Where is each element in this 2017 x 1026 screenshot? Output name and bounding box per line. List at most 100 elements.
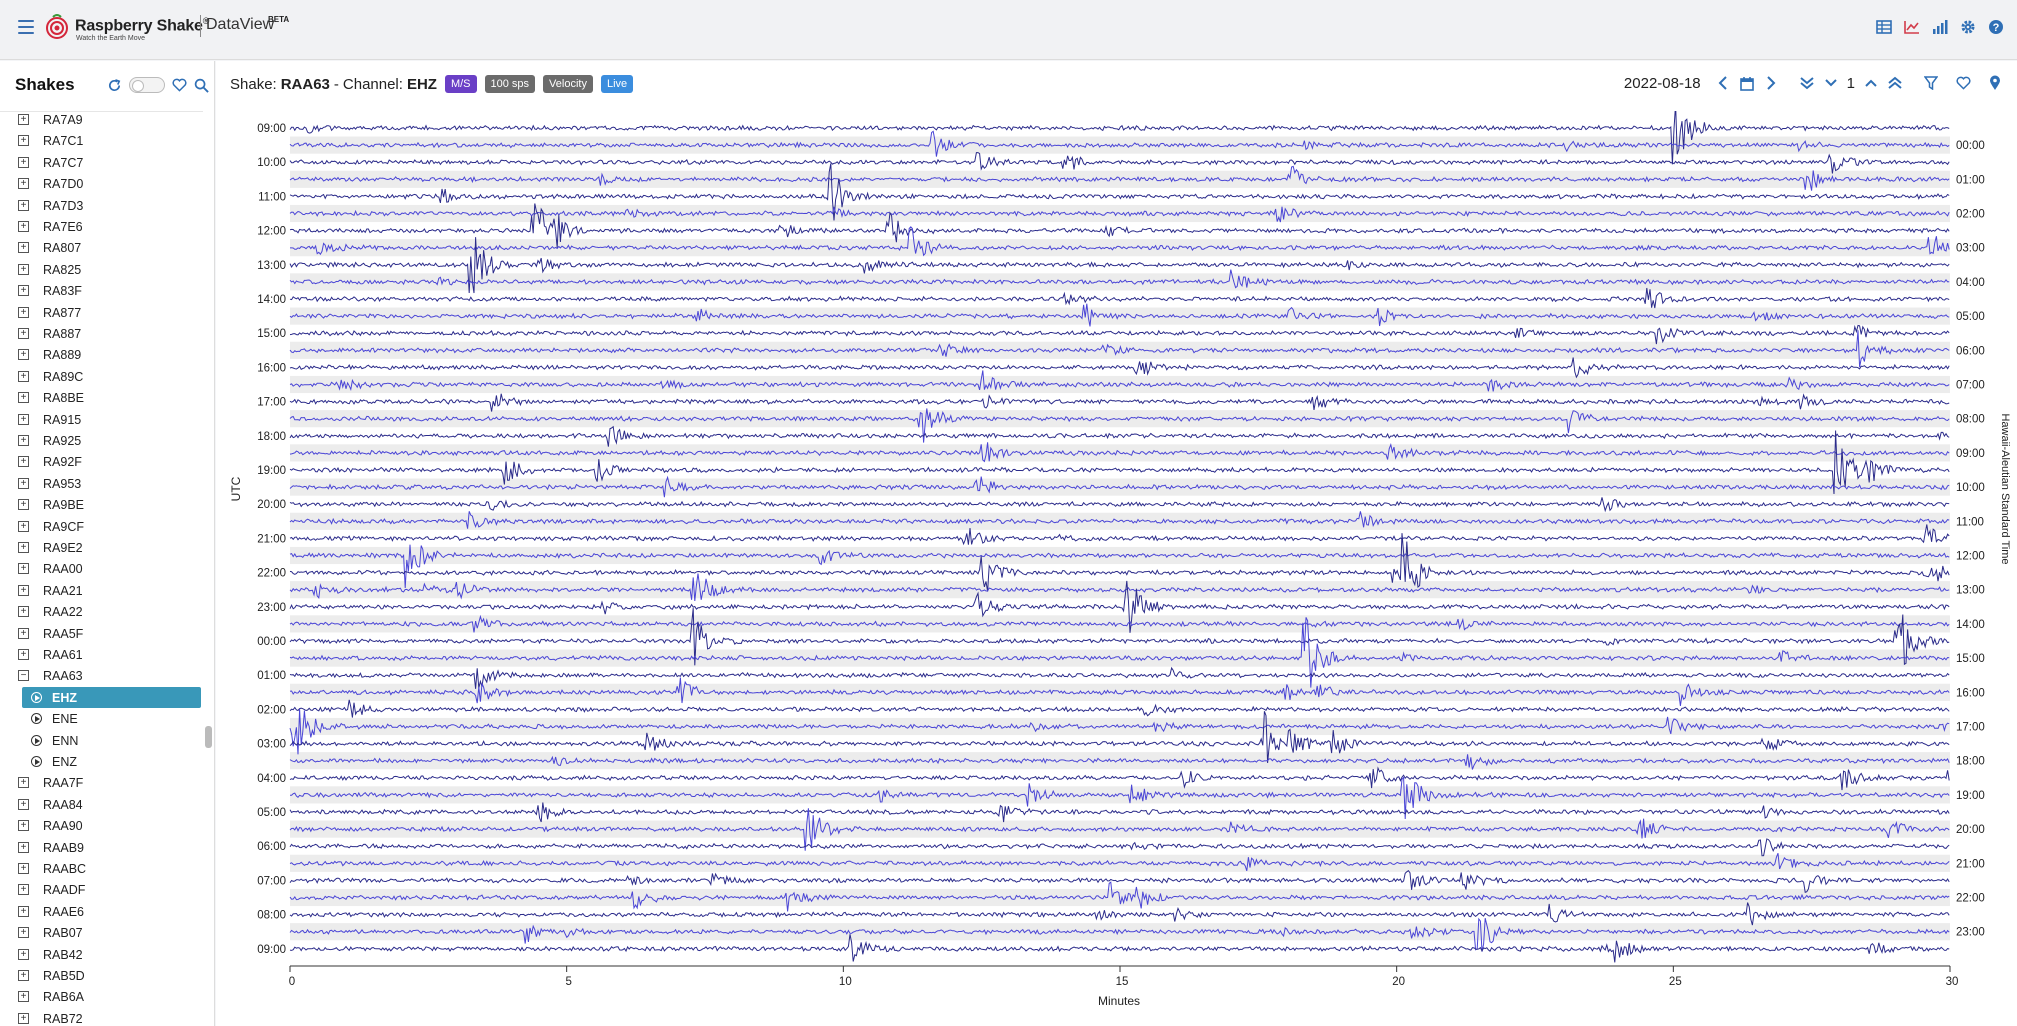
station-item[interactable]: + RAA90	[0, 815, 203, 836]
expand-icon[interactable]: +	[18, 542, 29, 553]
expand-icon[interactable]: +	[18, 649, 29, 660]
collapse-icon[interactable]: −	[18, 670, 29, 682]
expand-icon[interactable]: +	[18, 285, 29, 297]
chevron-right-icon[interactable]	[1763, 74, 1779, 92]
station-item[interactable]: + RA8BE	[0, 387, 203, 408]
expand-icon[interactable]: +	[18, 413, 29, 425]
expand-icon[interactable]: +	[18, 392, 29, 404]
station-item[interactable]: + RAAE6	[0, 901, 203, 922]
expand-icon[interactable]: +	[18, 242, 29, 254]
bar-chart-icon[interactable]	[1931, 18, 1949, 36]
station-item[interactable]: + RA7D3	[0, 195, 203, 216]
expand-icon[interactable]: +	[18, 820, 29, 832]
expand-icon[interactable]: +	[18, 370, 29, 382]
heart-icon[interactable]	[1955, 74, 1971, 92]
unit-badge[interactable]: M/S	[444, 75, 477, 93]
expand-icon[interactable]: +	[18, 841, 29, 853]
station-item[interactable]: + RA83F	[0, 280, 203, 301]
chevron-left-icon[interactable]	[1715, 74, 1731, 92]
station-item[interactable]: + RAA7F	[0, 772, 203, 793]
expand-icon[interactable]: +	[18, 114, 29, 125]
menu-icon[interactable]	[18, 20, 34, 34]
station-item[interactable]: + RA7C7	[0, 152, 203, 173]
expand-icon[interactable]: +	[18, 627, 29, 639]
station-item[interactable]: + RA889	[0, 344, 203, 365]
expand-icon[interactable]: +	[18, 221, 29, 232]
expand-icon[interactable]: +	[18, 499, 29, 511]
line-chart-icon[interactable]	[1903, 18, 1921, 36]
table-icon[interactable]	[1875, 18, 1893, 36]
mode-badge[interactable]: Velocity	[543, 75, 593, 93]
expand-icon[interactable]: +	[18, 991, 29, 1003]
expand-icon[interactable]: +	[18, 199, 29, 211]
expand-icon[interactable]: +	[18, 884, 29, 896]
channel-item[interactable]: EHZ	[22, 686, 201, 708]
station-item[interactable]: + RA7E6	[0, 216, 203, 237]
station-item[interactable]: + RAB6A	[0, 986, 203, 1007]
expand-icon[interactable]: +	[18, 584, 29, 596]
double-chevron-up-icon[interactable]	[1887, 74, 1903, 92]
expand-icon[interactable]: +	[18, 306, 29, 318]
chevron-down-icon[interactable]	[1823, 74, 1839, 92]
calendar-icon[interactable]	[1739, 74, 1755, 92]
station-item[interactable]: − RAA63	[0, 665, 203, 686]
help-icon[interactable]: ?	[1987, 18, 2005, 36]
station-item[interactable]: + RAABC	[0, 858, 203, 879]
gear-icon[interactable]	[1959, 18, 1977, 36]
expand-icon[interactable]: +	[18, 563, 29, 575]
station-item[interactable]: + RA953	[0, 473, 203, 494]
station-item[interactable]: + RA89C	[0, 366, 203, 387]
chevron-up-icon[interactable]	[1863, 74, 1879, 92]
expand-icon[interactable]: +	[18, 328, 29, 339]
double-chevron-down-icon[interactable]	[1799, 74, 1815, 92]
expand-icon[interactable]: +	[18, 970, 29, 981]
station-item[interactable]: + RA925	[0, 430, 203, 451]
sidebar-scrollbar[interactable]	[205, 726, 212, 748]
station-item[interactable]: + RAA22	[0, 601, 203, 622]
channel-item[interactable]: ENN	[0, 730, 203, 751]
expand-icon[interactable]: +	[18, 349, 29, 361]
station-item[interactable]: + RAB07	[0, 922, 203, 943]
station-item[interactable]: + RA877	[0, 302, 203, 323]
map-pin-icon[interactable]	[1987, 74, 2003, 92]
live-badge[interactable]: Live	[600, 75, 634, 93]
station-item[interactable]: + RAAB9	[0, 837, 203, 858]
station-item[interactable]: + RAB72	[0, 1008, 203, 1026]
expand-icon[interactable]: +	[18, 456, 29, 468]
channel-item[interactable]: ENE	[0, 708, 203, 729]
expand-icon[interactable]: +	[18, 135, 29, 147]
station-item[interactable]: + RAA5F	[0, 623, 203, 644]
expand-icon[interactable]: +	[18, 435, 29, 446]
expand-icon[interactable]: +	[18, 1012, 29, 1024]
search-icon[interactable]	[194, 78, 209, 93]
station-item[interactable]: + RAA61	[0, 644, 203, 665]
expand-icon[interactable]: +	[18, 948, 29, 960]
expand-icon[interactable]: +	[18, 863, 29, 874]
heart-icon[interactable]	[172, 78, 187, 92]
channel-item[interactable]: ENZ	[0, 751, 203, 772]
station-item[interactable]: + RA9BE	[0, 494, 203, 515]
station-item[interactable]: + RA7D0	[0, 173, 203, 194]
helicorder-plot[interactable]: 09:00 10:00 11:00 12:00 13:00 14:00 15:00 16:00…	[216, 111, 2017, 1026]
station-item[interactable]: + RA887	[0, 323, 203, 344]
station-item[interactable]: + RA7C1	[0, 130, 203, 151]
expand-icon[interactable]: +	[18, 520, 29, 532]
station-item[interactable]: + RA7A9	[0, 112, 203, 130]
station-item[interactable]: + RAB5D	[0, 965, 203, 986]
station-item[interactable]: + RAADF	[0, 879, 203, 900]
expand-icon[interactable]: +	[18, 905, 29, 917]
expand-icon[interactable]: +	[18, 798, 29, 810]
expand-icon[interactable]: +	[18, 263, 29, 275]
expand-icon[interactable]: +	[18, 927, 29, 939]
expand-icon[interactable]: +	[18, 178, 29, 190]
expand-icon[interactable]: +	[18, 777, 29, 789]
expand-icon[interactable]: +	[18, 156, 29, 168]
refresh-icon[interactable]	[107, 78, 122, 93]
station-item[interactable]: + RAA00	[0, 558, 203, 579]
filter-icon[interactable]	[1923, 74, 1939, 92]
station-item[interactable]: + RA807	[0, 237, 203, 258]
station-item[interactable]: + RA825	[0, 259, 203, 280]
station-item[interactable]: + RA9E2	[0, 537, 203, 558]
station-item[interactable]: + RA9CF	[0, 516, 203, 537]
station-item[interactable]: + RAB42	[0, 944, 203, 965]
